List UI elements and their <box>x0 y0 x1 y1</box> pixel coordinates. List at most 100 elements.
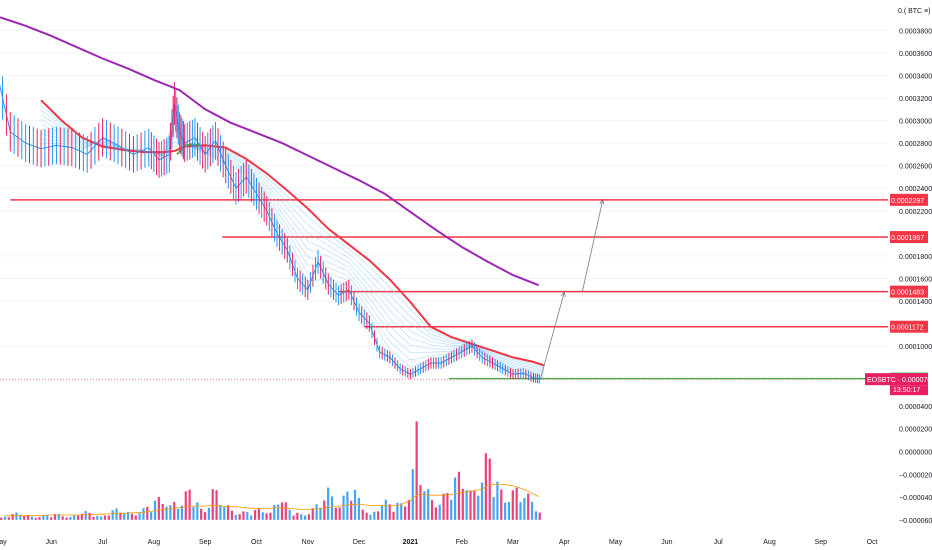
volume-bar <box>26 514 30 520</box>
volume-bar <box>515 487 518 520</box>
volume-bar <box>280 502 284 520</box>
projection-arrow[interactable] <box>581 199 604 293</box>
time-tick-label: Jun <box>46 539 57 546</box>
horizontal-levels[interactable]: 0.0002297 0.0001967 0.0001483 0.0001172 0.00… <box>0 193 932 396</box>
price-tick-label: 0.0002600 <box>899 164 932 171</box>
volume-bar <box>296 512 299 520</box>
time-tick-label: Sep <box>199 539 212 546</box>
time-tick-label: May <box>609 539 623 546</box>
price-tick-label: 0.0003000 <box>899 119 932 126</box>
volume-bar <box>350 500 353 520</box>
volume-bar <box>292 515 295 520</box>
ribbon-line <box>40 99 544 366</box>
current-price-tag[interactable] <box>865 373 928 386</box>
level-price-tag[interactable] <box>890 193 928 206</box>
volume-bar <box>188 489 191 520</box>
time-tick-label: 2021 <box>403 539 419 546</box>
volume-tick-label: 0.0000400 <box>899 404 932 411</box>
price-series <box>0 76 542 384</box>
volume-bar <box>265 513 268 520</box>
time-tick-label: May <box>0 539 7 546</box>
price-tick-label: 0.0001800 <box>899 254 932 261</box>
volume-bar <box>142 508 145 520</box>
volume-ma-line <box>5 483 539 517</box>
time-tick-label: Apr <box>559 539 571 546</box>
volume-bar <box>96 515 99 520</box>
volume-bar <box>34 517 37 520</box>
volume-bar <box>57 514 60 520</box>
volume-bar <box>373 511 376 520</box>
volume-bar <box>115 508 118 520</box>
volume-bar <box>119 512 122 520</box>
grid <box>0 29 888 347</box>
volume-bar <box>234 515 237 520</box>
volume-bar <box>315 504 318 520</box>
volume-bar <box>0 517 3 520</box>
time-tick-label: Nov <box>302 539 315 546</box>
volume-bar <box>319 507 322 520</box>
volume-bar <box>269 512 272 520</box>
volume-pane <box>0 421 541 520</box>
volume-bar <box>519 502 522 520</box>
volume-bar <box>146 506 149 520</box>
volume-bar <box>273 504 276 520</box>
time-tick-label: Sep <box>815 539 828 546</box>
volume-bar <box>527 493 530 520</box>
volume-bar <box>219 505 222 520</box>
volume-bar <box>288 509 291 520</box>
time-axis[interactable]: May Jun Jul Aug Sep Oct Nov Dec 2021 Feb Mar Apr May… <box>0 539 878 546</box>
volume-tick-label: −0.0000400 <box>899 495 932 502</box>
volume-bar <box>334 507 337 520</box>
volume-bar <box>369 514 372 520</box>
volume-bar <box>103 515 107 520</box>
time-tick-label: Jun <box>661 539 672 546</box>
projection-arrowhead <box>560 291 566 297</box>
volume-bar <box>330 496 334 520</box>
time-tick-label: Jul <box>714 539 723 546</box>
volume-bar <box>442 493 445 520</box>
volume-bar <box>173 502 176 520</box>
projection-arrows[interactable] <box>539 198 605 381</box>
countdown-label: 13:50:17 <box>893 387 920 394</box>
time-tick-label: Mar <box>507 539 520 546</box>
volume-bar <box>342 495 345 520</box>
price-axis[interactable]: 0.0003800 0.0003600 0.0003400 0.0003200 0.00… <box>899 28 932 351</box>
level-price-label: 0.0001172 <box>891 325 924 332</box>
volume-bar <box>407 500 411 520</box>
volume-bar <box>257 508 260 520</box>
volume-bar <box>46 514 49 520</box>
ribbon-line <box>40 112 544 377</box>
volume-bar <box>365 512 368 520</box>
volume-bar <box>307 514 310 520</box>
volume-bar <box>184 491 187 520</box>
projection-arrow[interactable] <box>539 291 565 381</box>
level-price-tag[interactable] <box>890 285 928 298</box>
volume-bar <box>53 514 57 520</box>
volume-bar <box>238 514 241 520</box>
volume-bar <box>261 512 264 520</box>
volume-tick-label: 0.0000200 <box>899 427 932 434</box>
volume-bar <box>338 507 341 520</box>
level-price-tag[interactable] <box>890 320 928 333</box>
volume-bar <box>450 499 453 520</box>
volume-bar <box>396 502 399 520</box>
volume-bar <box>507 501 511 520</box>
volume-bar <box>473 490 476 520</box>
ma-ribbon <box>40 99 545 379</box>
volume-bar <box>353 489 357 520</box>
volume-bar <box>130 513 134 520</box>
scale-label[interactable]: 0.( BTC ≡) <box>898 8 930 15</box>
time-tick-label: Dec <box>353 539 366 546</box>
volume-bar <box>311 508 314 520</box>
volume-bar <box>126 511 130 520</box>
price-tick-label: 0.0001600 <box>899 276 932 283</box>
volume-bar <box>203 512 207 520</box>
time-tick-label: Jul <box>98 539 107 546</box>
volume-tick-label: −0.0000600 <box>899 518 932 525</box>
volume-bar <box>457 471 461 520</box>
volume-bar <box>492 496 495 520</box>
volume-bar <box>511 490 514 520</box>
volume-bar <box>500 489 503 520</box>
level-price-tag[interactable] <box>890 231 928 244</box>
